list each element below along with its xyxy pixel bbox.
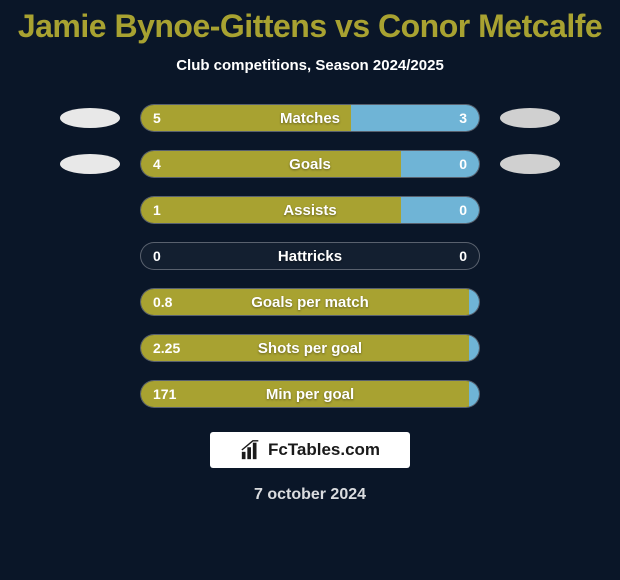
- bar-player2: [401, 151, 479, 177]
- stat-value-player1: 5: [153, 105, 161, 131]
- bar-player1: [141, 105, 351, 131]
- stat-bar: 171 Min per goal: [140, 380, 480, 408]
- stat-value-player2: 0: [459, 197, 467, 223]
- bar-player2: [401, 197, 479, 223]
- comparison-chart: 5 3 Matches 4 0 Goals 1 0 Assists: [0, 104, 620, 408]
- stat-row: 171 Min per goal: [0, 380, 620, 408]
- stat-bar: 4 0 Goals: [140, 150, 480, 178]
- page-subtitle: Club competitions, Season 2024/2025: [176, 57, 444, 74]
- stat-bar: 1 0 Assists: [140, 196, 480, 224]
- spacer: [500, 338, 560, 358]
- club-badge-player1: [60, 154, 120, 174]
- stat-value-player1: 171: [153, 381, 176, 407]
- bar-player2: [469, 289, 479, 315]
- spacer: [500, 200, 560, 220]
- page-title: Jamie Bynoe-Gittens vs Conor Metcalfe: [18, 8, 602, 45]
- stat-value-player1: 0.8: [153, 289, 172, 315]
- stat-row: 2.25 Shots per goal: [0, 334, 620, 362]
- bar-player1: [141, 197, 401, 223]
- stat-bar: 0 0 Hattricks: [140, 242, 480, 270]
- bar-player2: [469, 335, 479, 361]
- stat-row: 1 0 Assists: [0, 196, 620, 224]
- stat-row: 0 0 Hattricks: [0, 242, 620, 270]
- footer-date: 7 october 2024: [254, 486, 366, 504]
- stat-value-player2: 0: [459, 151, 467, 177]
- attribution-text: FcTables.com: [268, 440, 380, 460]
- spacer: [500, 246, 560, 266]
- stat-bar: 0.8 Goals per match: [140, 288, 480, 316]
- stat-row: 5 3 Matches: [0, 104, 620, 132]
- stat-value-player1: 1: [153, 197, 161, 223]
- bar-player2: [469, 381, 479, 407]
- attribution-badge[interactable]: FcTables.com: [210, 432, 410, 468]
- stat-value-player1: 4: [153, 151, 161, 177]
- bar-player1: [141, 381, 469, 407]
- stat-value-player2: 0: [459, 243, 467, 269]
- stat-value-player2: 3: [459, 105, 467, 131]
- spacer: [60, 200, 120, 220]
- spacer: [500, 292, 560, 312]
- spacer: [60, 292, 120, 312]
- stat-row: 4 0 Goals: [0, 150, 620, 178]
- stat-value-player1: 0: [153, 243, 161, 269]
- bar-player1: [141, 151, 401, 177]
- stat-value-player1: 2.25: [153, 335, 180, 361]
- spacer: [60, 384, 120, 404]
- spacer: [60, 246, 120, 266]
- bar-player1: [141, 289, 469, 315]
- club-badge-player1: [60, 108, 120, 128]
- stat-bar: 2.25 Shots per goal: [140, 334, 480, 362]
- stat-row: 0.8 Goals per match: [0, 288, 620, 316]
- spacer: [60, 338, 120, 358]
- stat-label: Hattricks: [141, 243, 479, 269]
- bar-player1: [141, 335, 469, 361]
- stat-bar: 5 3 Matches: [140, 104, 480, 132]
- spacer: [500, 384, 560, 404]
- fctables-logo-icon: [240, 439, 262, 461]
- club-badge-player2: [500, 108, 560, 128]
- club-badge-player2: [500, 154, 560, 174]
